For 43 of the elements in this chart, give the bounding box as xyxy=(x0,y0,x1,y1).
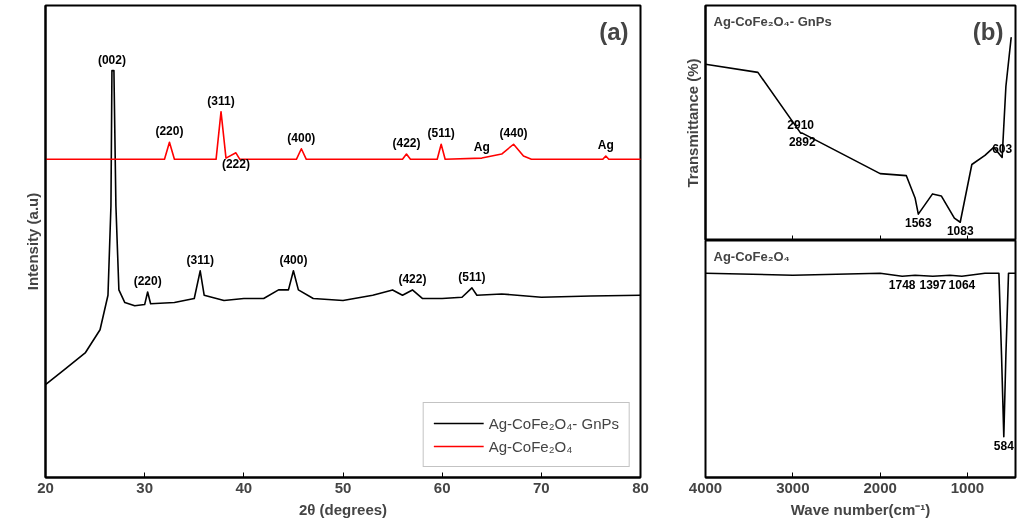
annotation: Ag xyxy=(597,138,614,153)
x-axis-title: 2θ (degrees) xyxy=(298,500,388,518)
annotation: (311) xyxy=(186,252,214,267)
annotation: 584 xyxy=(993,438,1015,453)
annotation: 1563 xyxy=(904,216,932,231)
x-tick-label: 4000 xyxy=(688,478,723,496)
annotation: (220) xyxy=(155,124,184,139)
annotation: (422) xyxy=(398,271,427,286)
annotation: 1083 xyxy=(946,224,974,239)
text: Ag-CoFe₂O₄- GnPs xyxy=(713,13,832,29)
x-tick-label: 1000 xyxy=(950,478,985,496)
annotation: (002) xyxy=(97,52,126,67)
annotation: 1748 xyxy=(888,278,916,293)
x-tick-label: 30 xyxy=(136,478,154,496)
x-axis-title: Wave number(cm⁻¹) xyxy=(790,500,931,518)
annotation: (422) xyxy=(392,136,421,151)
legend-label: Ag-CoFe₂O₄ xyxy=(713,248,790,264)
annotation: (222) xyxy=(221,156,250,171)
annotation: 1064 xyxy=(948,278,976,293)
y-axis-title: Transmittance (%) xyxy=(683,58,701,188)
annotation: (511) xyxy=(458,269,486,284)
annotation: 2892 xyxy=(788,135,816,150)
x-tick-label: 40 xyxy=(235,478,253,496)
annotation: (511) xyxy=(427,126,455,141)
x-tick-label: 3000 xyxy=(776,478,810,496)
x-tick-label: 80 xyxy=(632,478,649,496)
x-tick-label: 70 xyxy=(532,478,550,496)
annotation: (311) xyxy=(207,93,235,108)
x-tick-label: 50 xyxy=(334,478,352,496)
legend-label: Ag-CoFe₂O₄ xyxy=(488,437,573,455)
annotation: (400) xyxy=(279,252,308,267)
y-axis-title: Intensity (a.u) xyxy=(23,192,41,291)
x-tick-label: 20 xyxy=(37,478,54,496)
annotation: Ag xyxy=(473,140,490,155)
annotation: (220) xyxy=(133,273,162,288)
annotation: (b) xyxy=(972,17,1004,45)
legend-label: Ag-CoFe₂O₄- GnPs xyxy=(488,414,619,432)
annotation: 1397 xyxy=(919,278,947,293)
x-tick-label: 60 xyxy=(433,478,451,496)
x-tick-label: 2000 xyxy=(863,478,897,496)
annotation: (440) xyxy=(499,126,528,141)
text: (a) xyxy=(599,17,629,45)
annotation: (400) xyxy=(287,130,316,145)
